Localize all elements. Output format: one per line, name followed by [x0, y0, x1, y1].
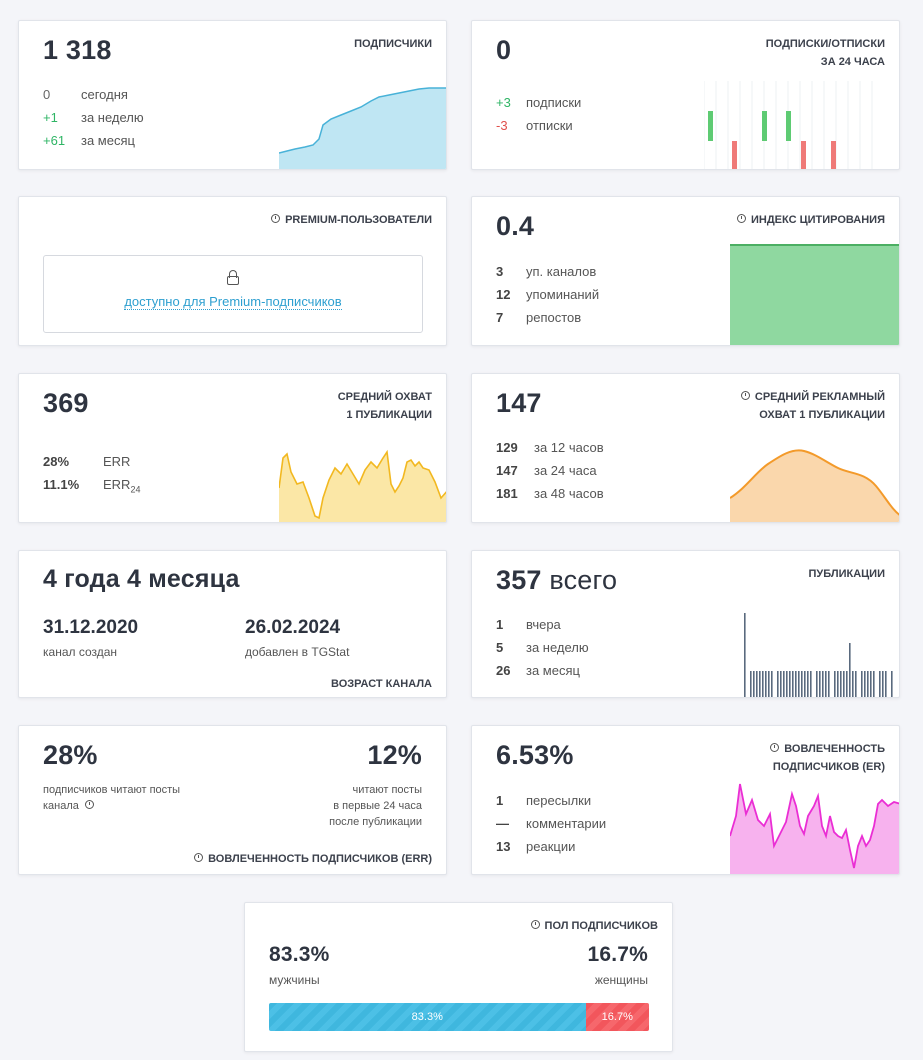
stat-row-yesterday: 1 вчера	[496, 617, 561, 632]
stat-row-month: +61 за месяц	[43, 133, 135, 148]
ad-reach-stats: 129 за 12 часов 147 за 24 часа 181 за 48 ча…	[496, 436, 604, 505]
premium-card: PREMIUM-ПОЛЬЗОВАТЕЛИ доступно для Premiu…	[18, 196, 447, 346]
publications-stats: 1 вчера 5 за неделю 26 за месяц	[496, 613, 589, 682]
err-right-caption: читают посты в первые 24 часа после публ…	[329, 784, 422, 828]
subscribers-count: 1 318	[43, 35, 112, 65]
gender-bar-male: 83.3%	[269, 1003, 586, 1031]
stat-row-today: 0 сегодня	[43, 87, 128, 102]
stat-row-forwards: 1 пересылки	[496, 793, 592, 808]
created-date: 31.12.2020	[43, 617, 139, 638]
citation-title: ИНДЕКС ЦИТИРОВАНИЯ	[736, 211, 885, 229]
subs-unsubs-value: 0	[496, 35, 512, 65]
err-left-value: 28%	[43, 740, 98, 770]
stat-row-pub-week: 5 за неделю	[496, 640, 589, 655]
er-stats: 1 пересылки — комментарии 13 реакции	[496, 789, 606, 858]
channel-age-title: ВОЗРАСТ КАНАЛА	[331, 678, 432, 690]
gender-bar-female: 16.7%	[585, 1003, 649, 1031]
gender-bar: 83.3% 16.7%	[269, 1003, 649, 1031]
subs-unsubs-title: ПОДПИСКИ/ОТПИСКИ ЗА 24 ЧАСА	[765, 38, 885, 68]
male-label: мужчины	[269, 973, 320, 987]
ad-reach-value: 147	[496, 388, 542, 418]
avg-reach-title: СРЕДНИЙ ОХВАТ 1 ПУБЛИКАЦИИ	[337, 391, 432, 421]
stat-row-mentions: 12 упоминаний	[496, 287, 600, 302]
premium-locked-box: доступно для Premium-подписчиков	[43, 255, 423, 333]
stat-row-48h: 181 за 48 часов	[496, 486, 604, 501]
er-sparkline	[730, 783, 899, 874]
premium-link[interactable]: доступно для Premium-подписчиков	[124, 294, 342, 310]
stat-row-week: +1 за неделю	[43, 110, 144, 125]
subs-unsubs-bars	[704, 81, 873, 169]
err-card: 28% подписчиков читают посты канала 12% …	[18, 725, 447, 875]
stat-row-reactions: 13 реакции	[496, 839, 576, 854]
stat-row-subs: +3 подписки	[496, 95, 582, 110]
added-date: 26.02.2024	[245, 617, 341, 638]
publications-card: 357 всего ПУБЛИКАЦИИ 1 вчера 5 за неделю 2…	[471, 550, 900, 698]
clock-icon	[530, 920, 540, 929]
er-value: 6.53%	[496, 740, 574, 770]
male-value: 83.3%	[269, 943, 330, 966]
subs-unsubs-card: 0 ПОДПИСКИ/ОТПИСКИ ЗА 24 ЧАСА +3 подписки…	[471, 20, 900, 170]
err-right-value: 12%	[367, 740, 422, 770]
added-label: добавлен в TGStat	[245, 645, 350, 659]
ad-reach-card: 147 СРЕДНИЙ РЕКЛАМНЫЙ ОХВАТ 1 ПУБЛИКАЦИИ…	[471, 373, 900, 523]
gender-card: ПОЛ ПОДПИСЧИКОВ 83.3% мужчины 16.7% женщ…	[244, 902, 673, 1052]
premium-title: PREMIUM-ПОЛЬЗОВАТЕЛИ	[271, 211, 432, 229]
created-label: канал создан	[43, 645, 118, 659]
clock-icon	[740, 391, 750, 400]
citation-stats: 3 уп. каналов 12 упоминаний 7 репостов	[496, 260, 599, 329]
stat-row-unsubs: -3 отписки	[496, 118, 573, 133]
stat-row-reposts: 7 репостов	[496, 310, 582, 325]
stat-row-channels: 3 уп. каналов	[496, 264, 597, 279]
er-title: ВОВЛЕЧЕННОСТЬ ПОДПИСЧИКОВ (ER)	[770, 740, 885, 776]
lock-icon	[227, 270, 239, 286]
err-title: ВОВЛЕЧЕННОСТЬ ПОДПИСЧИКОВ (ERR)	[194, 850, 432, 868]
subscribers-stats: 0 сегодня +1 за неделю +61 за месяц	[43, 83, 144, 152]
stat-row-12h: 129 за 12 часов	[496, 440, 604, 455]
avg-reach-card: 369 СРЕДНИЙ ОХВАТ 1 ПУБЛИКАЦИИ 28% ERR 11…	[18, 373, 447, 523]
stat-row-comments: — комментарии	[496, 816, 607, 831]
err-row: 28% ERR	[43, 454, 131, 469]
subs-unsubs-stats: +3 подписки -3 отписки	[496, 91, 581, 137]
clock-icon	[194, 853, 204, 862]
female-label: женщины	[594, 973, 648, 987]
citation-card: 0.4 ИНДЕКС ЦИТИРОВАНИЯ 3 уп. каналов 12 уп…	[471, 196, 900, 346]
publications-value: 357 всего	[496, 565, 618, 595]
err-left-caption: подписчиков читают посты канала	[43, 784, 181, 812]
ad-reach-title: СРЕДНИЙ РЕКЛАМНЫЙ ОХВАТ 1 ПУБЛИКАЦИИ	[740, 388, 885, 424]
citation-value: 0.4	[496, 211, 535, 241]
clock-icon	[84, 800, 94, 809]
stat-row-24h: 147 за 24 часа	[496, 463, 597, 478]
citation-area	[730, 244, 899, 345]
avg-reach-value: 369	[43, 388, 89, 418]
clock-icon	[736, 214, 746, 223]
er-card: 6.53% ВОВЛЕЧЕННОСТЬ ПОДПИСЧИКОВ (ER) 1 пе…	[471, 725, 900, 875]
avg-reach-sparkline	[279, 449, 446, 522]
clock-icon	[770, 743, 780, 752]
gender-title: ПОЛ ПОДПИСЧИКОВ	[530, 917, 658, 935]
publications-bars	[744, 613, 893, 697]
subscribers-sparkline	[279, 87, 446, 169]
ad-reach-curve	[730, 449, 899, 522]
subscribers-card: 1 318 ПОДПИСЧИКИ 0 сегодня +1 за неделю +6…	[18, 20, 447, 170]
err24-row: 11.1% ERR24	[43, 477, 141, 495]
female-value: 16.7%	[587, 943, 648, 966]
subscribers-title: ПОДПИСЧИКИ	[354, 38, 432, 50]
avg-reach-stats: 28% ERR 11.1% ERR24	[43, 450, 140, 502]
channel-age-value: 4 года 4 месяца	[43, 565, 240, 593]
channel-age-card: 4 года 4 месяца 31.12.2020 канал создан …	[18, 550, 447, 698]
publications-title: ПУБЛИКАЦИИ	[808, 568, 885, 580]
clock-icon	[271, 214, 281, 223]
stat-row-pub-month: 26 за месяц	[496, 663, 580, 678]
